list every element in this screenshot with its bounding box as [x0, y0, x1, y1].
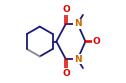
Text: O: O	[62, 69, 70, 78]
Text: O: O	[93, 37, 101, 46]
Text: N: N	[74, 19, 81, 28]
Text: O: O	[62, 5, 70, 14]
Text: N: N	[74, 55, 81, 64]
